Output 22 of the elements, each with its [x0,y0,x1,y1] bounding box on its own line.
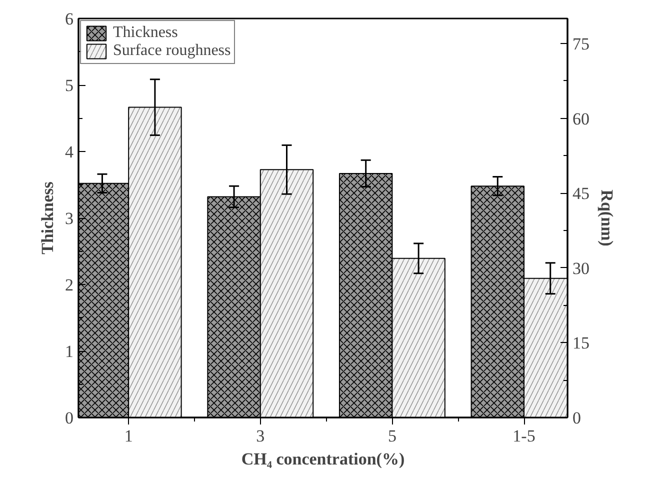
y2-tick-label: 15 [572,334,590,353]
x-tick-label: 1 [124,426,133,446]
y2-tick-label: 45 [572,184,590,204]
y2-axis-title: Rq(nm) [598,190,616,246]
y-axis-title: Thickness [38,181,57,254]
legend-label: Thickness [113,24,178,42]
y-tick-label: 4 [65,142,74,162]
x-tick-label: 1-5 [512,426,536,446]
x-tick-label: 5 [388,426,396,446]
y-tick-label: 2 [65,276,74,294]
x-axis-title: CH₄ concentration(%) [241,450,405,468]
y-tick-label: 6 [65,10,74,28]
x-tick-label: 3 [256,426,265,446]
legend-label: Surface roughness [113,42,231,60]
y-tick-label: 0 [65,408,74,428]
y-tick-label: 3 [65,209,74,228]
y2-tick-label: 30 [572,258,590,278]
y-tick-label: 5 [65,76,74,95]
y2-tick-label: 0 [572,408,581,428]
y-tick-label: 1 [65,342,74,361]
y2-tick-label: 60 [572,109,590,128]
y2-tick-label: 75 [572,34,590,54]
